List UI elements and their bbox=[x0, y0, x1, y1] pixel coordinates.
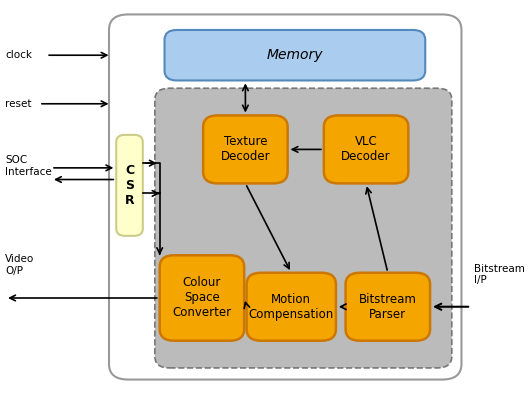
Text: Memory: Memory bbox=[267, 48, 323, 62]
FancyBboxPatch shape bbox=[247, 273, 336, 341]
FancyBboxPatch shape bbox=[324, 115, 408, 183]
Text: Bitstream
I/P: Bitstream I/P bbox=[473, 264, 524, 286]
FancyBboxPatch shape bbox=[345, 273, 430, 341]
FancyBboxPatch shape bbox=[109, 15, 461, 379]
Text: SOC
Interface: SOC Interface bbox=[5, 155, 52, 177]
FancyBboxPatch shape bbox=[116, 135, 143, 236]
Text: Texture
Decoder: Texture Decoder bbox=[221, 136, 270, 164]
FancyBboxPatch shape bbox=[165, 30, 425, 80]
Text: Motion
Compensation: Motion Compensation bbox=[249, 293, 334, 321]
FancyBboxPatch shape bbox=[203, 115, 288, 183]
Text: VLC
Decoder: VLC Decoder bbox=[341, 136, 391, 164]
Text: reset: reset bbox=[5, 99, 32, 109]
Text: Colour
Space
Converter: Colour Space Converter bbox=[172, 277, 232, 320]
FancyBboxPatch shape bbox=[160, 255, 244, 341]
Text: Bitstream
Parser: Bitstream Parser bbox=[359, 293, 417, 321]
Text: Video
O/P: Video O/P bbox=[5, 254, 34, 276]
FancyBboxPatch shape bbox=[155, 88, 452, 368]
Text: C
S
R: C S R bbox=[125, 164, 134, 207]
Text: clock: clock bbox=[5, 50, 32, 60]
